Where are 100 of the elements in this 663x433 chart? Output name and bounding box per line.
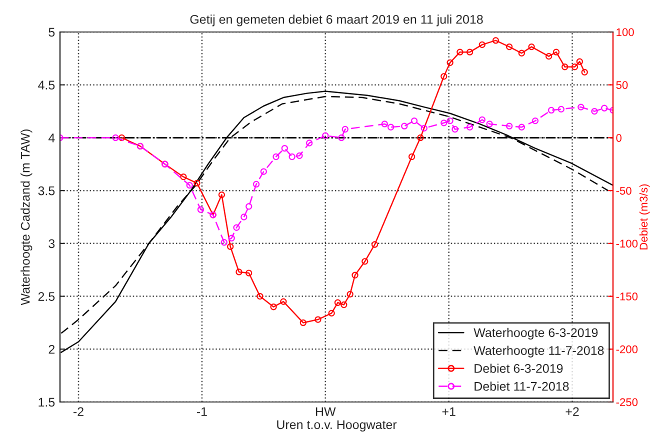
y2-tick-label: -200 [616, 345, 638, 354]
point [417, 134, 424, 142]
point [466, 124, 474, 130]
point [233, 224, 240, 231]
point [440, 120, 448, 126]
point [578, 104, 584, 110]
point [576, 58, 584, 65]
point [218, 191, 226, 198]
point [401, 122, 408, 130]
y-tick-label: 2.5 [38, 292, 55, 301]
point [562, 64, 568, 70]
point [180, 173, 187, 180]
legend-label: Waterhoogte 11-7-2018 [474, 346, 604, 358]
point [408, 153, 416, 160]
point [548, 106, 555, 114]
point [581, 68, 588, 76]
point [446, 117, 454, 124]
y-tick-label: 4 [48, 134, 55, 142]
point [197, 206, 204, 213]
y-tick-label: 1.5 [38, 398, 55, 407]
point [532, 117, 539, 124]
point [272, 153, 280, 160]
point [528, 43, 535, 50]
point [440, 73, 448, 80]
y-axis-title: Waterhoogte Cadzand (m TAW) [20, 130, 32, 306]
point [194, 180, 200, 187]
chart-title: Getij en gemeten debiet 6 maart 2019 en 11 juli 2018 [190, 14, 483, 26]
y-tick-label: 4.5 [38, 80, 55, 90]
legend-label: Debiet 6-3-2019 [474, 364, 563, 373]
point [256, 292, 264, 300]
point [314, 316, 322, 323]
point [322, 132, 329, 139]
point [236, 268, 242, 276]
y-tick-label: 2 [48, 344, 55, 354]
point [456, 48, 464, 56]
point [420, 124, 428, 132]
point [591, 108, 598, 115]
y2-tick-label: 50 [616, 81, 628, 89]
point [288, 153, 296, 160]
point [334, 299, 342, 306]
y2-axis-title: Debiet (m3/s) [639, 184, 650, 250]
point [387, 124, 394, 130]
x-axis-title: Uren t.o.v. Hoogwater [277, 420, 397, 432]
point [371, 241, 378, 248]
y2-tick-label: -100 [616, 240, 638, 248]
point [362, 258, 368, 265]
point [240, 214, 248, 220]
y2-tick-label: 100 [616, 28, 634, 36]
point [346, 290, 354, 298]
point [381, 120, 388, 128]
point [246, 203, 252, 210]
y2-tick-label: -150 [616, 292, 638, 300]
point [478, 41, 486, 48]
x-tick-label: +2 [566, 407, 579, 416]
x-tick-label: +1 [442, 407, 456, 416]
point [545, 52, 552, 60]
legend-label: Waterhoogte 6-3-2019 [474, 328, 598, 340]
y-tick-label: 3.5 [38, 186, 55, 196]
point [506, 122, 513, 130]
point [300, 319, 307, 326]
point [260, 168, 268, 175]
point [558, 106, 564, 113]
point [270, 304, 277, 310]
point [446, 59, 454, 66]
point [478, 116, 486, 124]
point [228, 234, 235, 242]
point [518, 124, 525, 130]
point [296, 152, 303, 160]
point [352, 272, 358, 278]
y2-tick-label: 0 [616, 134, 622, 142]
point [246, 270, 252, 276]
y-tick-label: 5 [48, 28, 55, 37]
point [571, 64, 578, 70]
point [452, 126, 458, 133]
x-tick-label: -2 [74, 407, 84, 416]
point [281, 144, 288, 152]
x-tick-label: -1 [196, 407, 207, 416]
point [328, 310, 335, 317]
y-tick-label: 3 [48, 239, 55, 248]
legend-label: Debiet 11-7-2018 [474, 382, 569, 391]
point [506, 43, 513, 50]
point [601, 104, 608, 112]
point [220, 239, 228, 246]
point [306, 140, 313, 146]
point [486, 120, 493, 128]
point [227, 243, 234, 250]
point [342, 126, 348, 133]
point [118, 134, 126, 142]
point [518, 50, 525, 56]
point [280, 298, 287, 305]
x-tick-label: HW [316, 407, 336, 416]
y2-tick-label: -250 [616, 398, 638, 406]
point [552, 48, 560, 56]
point [466, 48, 474, 56]
point [112, 134, 119, 142]
point [338, 134, 345, 142]
point [252, 180, 260, 188]
point [186, 182, 193, 189]
y2-tick-label: -50 [616, 186, 632, 195]
point [492, 37, 500, 44]
